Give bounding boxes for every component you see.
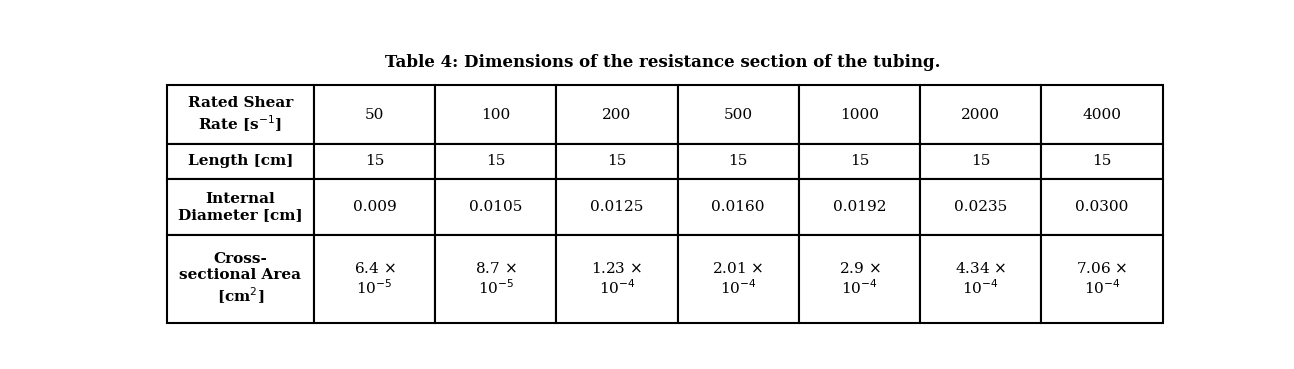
- Text: 6.4 $\times$
10$^{-5}$: 6.4 $\times$ 10$^{-5}$: [353, 261, 396, 297]
- Bar: [798, 235, 920, 323]
- Bar: [435, 144, 556, 179]
- Bar: [167, 235, 314, 323]
- Text: 0.0192: 0.0192: [833, 200, 886, 214]
- Text: 0.0160: 0.0160: [712, 200, 765, 214]
- Text: 0.0125: 0.0125: [590, 200, 643, 214]
- Bar: [920, 144, 1042, 179]
- Bar: [920, 179, 1042, 235]
- Bar: [678, 144, 798, 179]
- Text: 50: 50: [365, 108, 384, 122]
- Text: 0.0235: 0.0235: [954, 200, 1007, 214]
- Bar: [678, 86, 798, 144]
- Bar: [314, 235, 435, 323]
- Bar: [556, 235, 678, 323]
- Text: 15: 15: [1092, 154, 1112, 168]
- Text: 15: 15: [487, 154, 506, 168]
- Text: 15: 15: [607, 154, 626, 168]
- Bar: [314, 144, 435, 179]
- Bar: [920, 235, 1042, 323]
- Text: 2000: 2000: [961, 108, 1000, 122]
- Text: 0.0105: 0.0105: [468, 200, 523, 214]
- Bar: [920, 86, 1042, 144]
- Text: 8.7 $\times$
10$^{-5}$: 8.7 $\times$ 10$^{-5}$: [475, 261, 516, 297]
- Text: 7.06 $\times$
10$^{-4}$: 7.06 $\times$ 10$^{-4}$: [1077, 261, 1127, 297]
- Text: 15: 15: [365, 154, 384, 168]
- Bar: [556, 86, 678, 144]
- Bar: [1042, 86, 1162, 144]
- Text: Rated Shear
Rate [s$^{-1}$]: Rated Shear Rate [s$^{-1}$]: [188, 96, 292, 134]
- Bar: [435, 235, 556, 323]
- Bar: [678, 179, 798, 235]
- Bar: [678, 235, 798, 323]
- Text: 15: 15: [970, 154, 990, 168]
- Text: Cross-
sectional Area
[cm$^2$]: Cross- sectional Area [cm$^2$]: [180, 252, 302, 306]
- Bar: [1042, 179, 1162, 235]
- Bar: [798, 86, 920, 144]
- Text: 4000: 4000: [1083, 108, 1122, 122]
- Text: 1000: 1000: [840, 108, 879, 122]
- Bar: [1042, 144, 1162, 179]
- Text: 4.34 $\times$
10$^{-4}$: 4.34 $\times$ 10$^{-4}$: [955, 261, 1007, 297]
- Bar: [556, 179, 678, 235]
- Text: 100: 100: [481, 108, 510, 122]
- Bar: [167, 144, 314, 179]
- Text: 500: 500: [723, 108, 753, 122]
- Bar: [556, 144, 678, 179]
- Text: 1.23 $\times$
10$^{-4}$: 1.23 $\times$ 10$^{-4}$: [591, 261, 643, 297]
- Text: 2.01 $\times$
10$^{-4}$: 2.01 $\times$ 10$^{-4}$: [713, 261, 763, 297]
- Bar: [798, 179, 920, 235]
- Text: 15: 15: [729, 154, 748, 168]
- Bar: [798, 144, 920, 179]
- Text: 0.0300: 0.0300: [1075, 200, 1128, 214]
- Text: Internal
Diameter [cm]: Internal Diameter [cm]: [179, 192, 303, 222]
- Text: 0.009: 0.009: [352, 200, 396, 214]
- Text: Length [cm]: Length [cm]: [188, 154, 292, 168]
- Bar: [314, 86, 435, 144]
- Bar: [314, 179, 435, 235]
- Text: 2.9 $\times$
10$^{-4}$: 2.9 $\times$ 10$^{-4}$: [839, 261, 880, 297]
- Bar: [167, 179, 314, 235]
- Text: 15: 15: [850, 154, 870, 168]
- Text: Table 4: Dimensions of the resistance section of the tubing.: Table 4: Dimensions of the resistance se…: [386, 54, 941, 71]
- Bar: [167, 86, 314, 144]
- Bar: [1042, 235, 1162, 323]
- Bar: [435, 179, 556, 235]
- Text: 200: 200: [602, 108, 631, 122]
- Bar: [435, 86, 556, 144]
